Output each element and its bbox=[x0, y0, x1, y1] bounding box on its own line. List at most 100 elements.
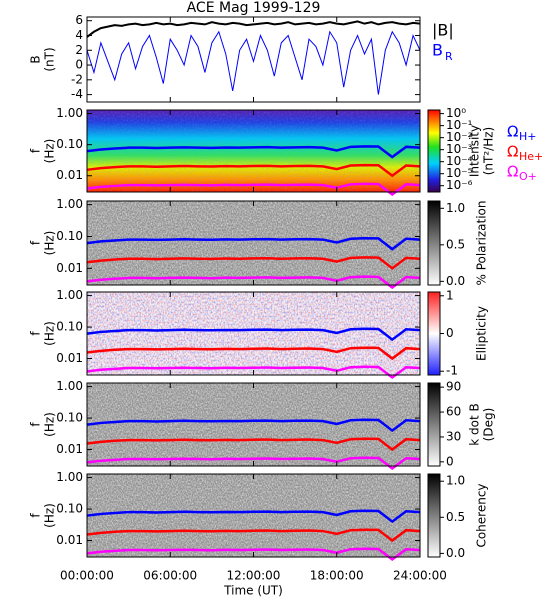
line-series bbox=[86, 30, 421, 95]
colorbar-tick-label: 10⁻⁵ bbox=[446, 166, 473, 180]
gyrofrequency-line bbox=[86, 182, 421, 197]
colorbar-tick-label: 0.0 bbox=[446, 546, 465, 560]
colorbar-tick-label: 0.0 bbox=[446, 274, 465, 288]
gyrofrequency-line bbox=[86, 418, 421, 433]
colorbar-tick-label: 10⁻¹ bbox=[446, 118, 473, 132]
legend-label: |B| bbox=[432, 21, 454, 40]
y-axis-label: (Hz) bbox=[43, 139, 57, 164]
spectrogram-texture bbox=[87, 110, 420, 192]
y-tick-label: 0.10 bbox=[56, 137, 83, 151]
legend-label: Ω bbox=[507, 163, 518, 181]
colorbar bbox=[427, 200, 441, 286]
colorbar-tick-label: 10⁻² bbox=[446, 130, 473, 144]
gyrofrequency-line bbox=[86, 275, 421, 290]
colorbar-tick-label: 10⁰ bbox=[446, 106, 466, 120]
y-tick-label: 0 bbox=[75, 58, 83, 72]
y-axis-label: (Hz) bbox=[43, 412, 57, 437]
y-axis-label: f bbox=[29, 422, 43, 427]
y-tick-label: 0.01 bbox=[56, 351, 83, 365]
x-axis-label: Time (UT) bbox=[223, 584, 283, 598]
colorbar-tick-label: 10⁻⁴ bbox=[446, 154, 473, 168]
y-tick-label: 0.01 bbox=[56, 261, 83, 275]
colorbar-label: Ellipticity bbox=[475, 306, 489, 361]
y-tick-label: 0.01 bbox=[56, 533, 83, 547]
gyrofrequency-line bbox=[86, 528, 421, 543]
colorbar-label: % Polarization bbox=[475, 201, 489, 286]
chart-title: ACE Mag 1999-129 bbox=[187, 0, 321, 16]
gyrofrequency-line bbox=[86, 256, 421, 270]
legend-label: B bbox=[432, 41, 443, 60]
y-axis-label: (Hz) bbox=[43, 321, 57, 346]
y-tick-label: 1.00 bbox=[56, 197, 83, 211]
colorbar bbox=[427, 291, 441, 376]
y-tick-label: -2 bbox=[71, 72, 83, 86]
y-tick-label: 1.00 bbox=[56, 470, 83, 484]
legend-subscript: He+ bbox=[519, 150, 543, 163]
colorbar-label: (nT²/Hz) bbox=[482, 127, 496, 175]
y-axis-label: f bbox=[29, 331, 43, 336]
y-tick-label: 0.01 bbox=[56, 442, 83, 456]
spectrogram-texture bbox=[87, 201, 420, 285]
colorbar-tick-label: 0 bbox=[446, 326, 454, 340]
x-tick-label: 18:00:00 bbox=[310, 569, 364, 583]
y-tick-label: 0.10 bbox=[56, 502, 83, 516]
y-axis-label: (Hz) bbox=[43, 503, 57, 528]
x-tick-label: 06:00:00 bbox=[143, 569, 197, 583]
y-tick-label: 1.00 bbox=[56, 379, 83, 393]
spectrogram-texture bbox=[87, 383, 420, 466]
y-axis-label: (nT) bbox=[43, 47, 57, 71]
gyrofrequency-line bbox=[86, 346, 421, 361]
colorbar-tick-label: 0.5 bbox=[446, 510, 465, 524]
y-tick-label: 0.10 bbox=[56, 229, 83, 243]
colorbar-label: k dot B bbox=[468, 403, 482, 445]
x-tick-label: 00:00:00 bbox=[60, 569, 114, 583]
gyrofrequency-line bbox=[86, 365, 421, 380]
colorbar bbox=[427, 382, 441, 467]
gyrofrequency-line bbox=[86, 163, 421, 178]
y-tick-label: 1.00 bbox=[56, 288, 83, 302]
gyrofrequency-line bbox=[86, 547, 421, 562]
gyrofrequency-line bbox=[86, 327, 421, 342]
y-tick-label: 0.10 bbox=[56, 320, 83, 334]
spectrogram-texture bbox=[87, 292, 420, 375]
colorbar-tick-label: 10⁻⁶ bbox=[446, 178, 473, 192]
y-axis-label: (Hz) bbox=[43, 231, 57, 256]
y-tick-label: 2 bbox=[75, 43, 83, 57]
legend-subscript: O+ bbox=[519, 170, 537, 183]
y-tick-label: 0.01 bbox=[56, 168, 83, 182]
colorbar bbox=[427, 473, 441, 558]
y-axis-label: f bbox=[29, 513, 43, 518]
colorbar-tick-label: 1.0 bbox=[446, 474, 465, 488]
colorbar-label: Coherency bbox=[475, 483, 489, 547]
y-axis-label: B bbox=[29, 55, 43, 63]
colorbar-tick-label: 0.5 bbox=[446, 237, 465, 251]
colorbar-tick-label: 30 bbox=[446, 429, 461, 443]
colorbar-tick-label: 0 bbox=[446, 454, 454, 468]
x-tick-label: 24:00:00 bbox=[393, 569, 447, 583]
y-tick-label: 0.10 bbox=[56, 411, 83, 425]
x-tick-label: 12:00:00 bbox=[227, 569, 281, 583]
y-tick-label: 6 bbox=[75, 13, 83, 27]
colorbar bbox=[427, 109, 441, 193]
colorbar-tick-label: 1 bbox=[446, 288, 454, 302]
y-tick-label: -4 bbox=[71, 87, 83, 101]
y-axis-label: f bbox=[29, 240, 43, 245]
colorbar-tick-label: 90 bbox=[446, 380, 461, 394]
spectrogram-texture bbox=[87, 474, 420, 557]
colorbar-tick-label: 1.0 bbox=[446, 201, 465, 215]
gyrofrequency-line bbox=[86, 509, 421, 524]
legend-subscript: R bbox=[445, 50, 453, 63]
y-tick-label: 1.00 bbox=[56, 106, 83, 120]
legend-label: Ω bbox=[507, 143, 518, 161]
legend-label: Ω bbox=[507, 123, 518, 141]
gyrofrequency-line bbox=[86, 237, 421, 251]
y-axis-label: f bbox=[29, 148, 43, 153]
gyrofrequency-line bbox=[86, 456, 421, 471]
legend-subscript: H+ bbox=[519, 130, 537, 143]
gyrofrequency-line bbox=[86, 437, 421, 452]
colorbar-tick-label: -1 bbox=[446, 364, 458, 378]
colorbar-label: Intensity bbox=[468, 125, 482, 177]
y-tick-label: 4 bbox=[75, 28, 83, 42]
line-series bbox=[86, 20, 421, 38]
